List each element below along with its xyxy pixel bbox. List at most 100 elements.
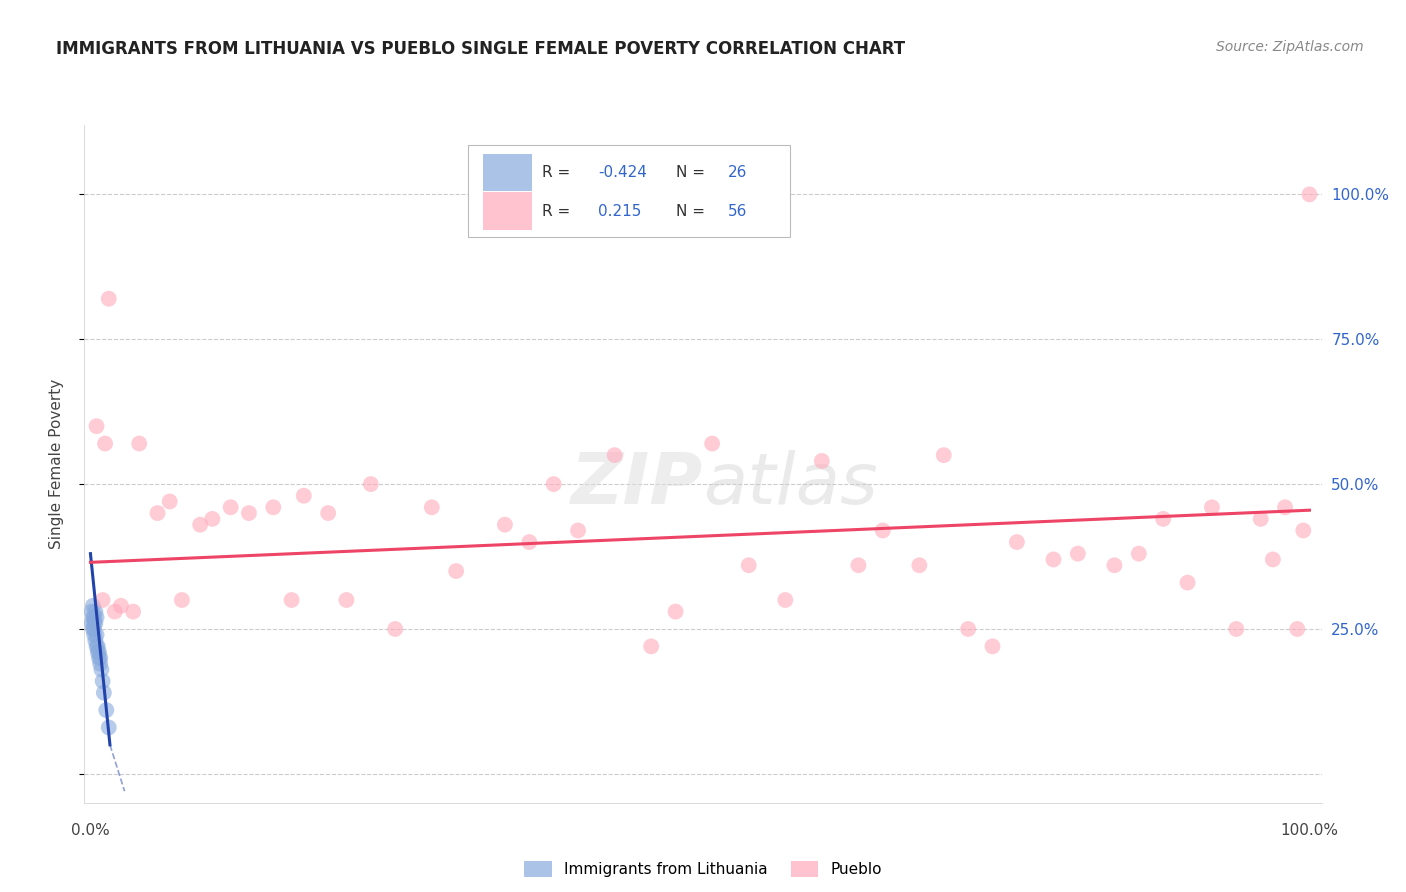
Point <box>957 622 980 636</box>
Point <box>89 651 111 665</box>
Point <box>640 640 662 654</box>
Point <box>83 622 105 636</box>
Point <box>82 622 104 636</box>
Text: -0.424: -0.424 <box>598 165 647 180</box>
Legend: Immigrants from Lithuania, Pueblo: Immigrants from Lithuania, Pueblo <box>519 855 887 883</box>
Point <box>84 616 107 631</box>
Point <box>981 640 1004 654</box>
Point <box>87 640 110 654</box>
Point <box>96 703 118 717</box>
Point <box>1104 558 1126 573</box>
Point <box>384 622 406 636</box>
Point <box>420 500 443 515</box>
Point <box>82 610 104 624</box>
Point <box>280 593 302 607</box>
Point <box>89 657 111 671</box>
Text: 0.215: 0.215 <box>598 203 641 219</box>
Point <box>80 616 103 631</box>
Text: atlas: atlas <box>703 450 877 518</box>
Point <box>262 500 284 515</box>
Point <box>122 605 145 619</box>
Point <box>238 506 260 520</box>
Text: R =: R = <box>543 203 575 219</box>
Point <box>738 558 761 573</box>
Point <box>335 593 357 607</box>
Point <box>86 628 108 642</box>
FancyBboxPatch shape <box>468 145 790 236</box>
Point <box>93 686 115 700</box>
Point <box>932 448 955 462</box>
Point <box>517 535 540 549</box>
Point <box>1261 552 1284 566</box>
Point <box>87 651 110 665</box>
Point <box>1128 547 1150 561</box>
Point <box>110 599 132 613</box>
Point <box>94 436 117 450</box>
Point <box>775 593 797 607</box>
Point <box>128 436 150 450</box>
Point <box>848 558 870 573</box>
Point <box>146 506 169 520</box>
Text: 26: 26 <box>728 165 747 180</box>
Point <box>872 524 894 538</box>
Point <box>87 645 110 659</box>
Point <box>1225 622 1247 636</box>
Text: R =: R = <box>543 165 575 180</box>
FancyBboxPatch shape <box>482 154 533 191</box>
Point <box>1201 500 1223 515</box>
Point <box>1292 524 1315 538</box>
Point <box>87 645 110 659</box>
Point <box>1274 500 1296 515</box>
Point <box>84 633 107 648</box>
Point <box>201 512 224 526</box>
Text: Source: ZipAtlas.com: Source: ZipAtlas.com <box>1216 40 1364 54</box>
Point <box>567 524 589 538</box>
Point <box>188 517 211 532</box>
Point <box>1250 512 1272 526</box>
Point <box>444 564 467 578</box>
Text: 0.0%: 0.0% <box>72 823 110 838</box>
Point <box>83 616 105 631</box>
FancyBboxPatch shape <box>482 193 533 230</box>
Point <box>1298 187 1320 202</box>
Point <box>494 517 516 532</box>
Point <box>90 663 112 677</box>
Point <box>86 610 108 624</box>
Text: N =: N = <box>676 165 710 180</box>
Point <box>292 489 315 503</box>
Text: 56: 56 <box>728 203 747 219</box>
Point <box>316 506 339 520</box>
Point <box>159 494 181 508</box>
Point <box>97 721 120 735</box>
Point <box>664 605 686 619</box>
Point <box>91 674 114 689</box>
Point <box>170 593 193 607</box>
Point <box>82 599 104 613</box>
Point <box>1177 575 1199 590</box>
Point <box>1042 552 1064 566</box>
Point <box>1067 547 1090 561</box>
Point <box>908 558 931 573</box>
Point <box>83 610 105 624</box>
Point <box>219 500 242 515</box>
Point <box>360 477 382 491</box>
Point <box>97 292 120 306</box>
Point <box>543 477 565 491</box>
Point <box>603 448 626 462</box>
Y-axis label: Single Female Poverty: Single Female Poverty <box>49 379 63 549</box>
Point <box>702 436 724 450</box>
Point <box>1152 512 1174 526</box>
Text: 100.0%: 100.0% <box>1281 823 1339 838</box>
Point <box>811 454 834 468</box>
Text: ZIP: ZIP <box>571 450 703 518</box>
Text: N =: N = <box>676 203 710 219</box>
Point <box>1005 535 1028 549</box>
Text: IMMIGRANTS FROM LITHUANIA VS PUEBLO SINGLE FEMALE POVERTY CORRELATION CHART: IMMIGRANTS FROM LITHUANIA VS PUEBLO SING… <box>56 40 905 58</box>
Point <box>86 640 108 654</box>
Point <box>84 605 107 619</box>
Point <box>104 605 127 619</box>
Point <box>1286 622 1309 636</box>
Point <box>86 419 108 434</box>
Point <box>83 628 105 642</box>
Point <box>80 605 103 619</box>
